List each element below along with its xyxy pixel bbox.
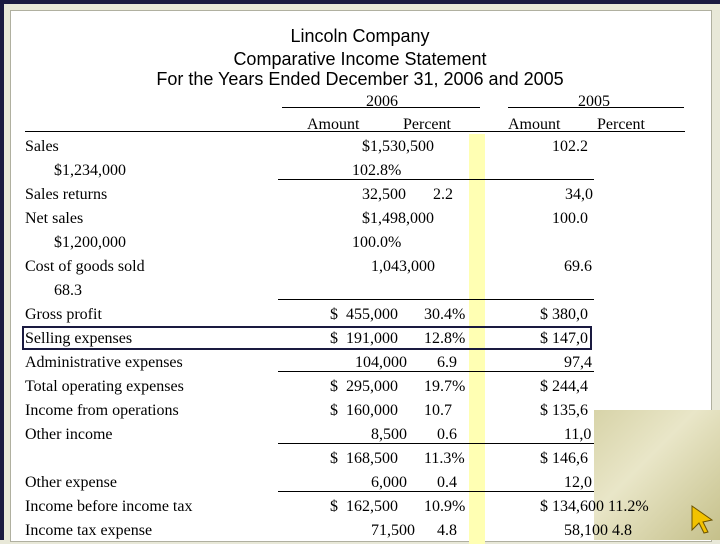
- other-expense-amount-2006: 6,000: [371, 474, 407, 491]
- subtotal-amount-2006: $ 168,500: [330, 450, 398, 467]
- sales-returns-amount-2006: 32,500: [362, 186, 406, 203]
- other-expense-label: Other expense: [25, 474, 117, 491]
- amount-2006-header: Amount: [307, 116, 360, 133]
- year-2005-header: 2005: [578, 93, 610, 110]
- header-rule-2005: [508, 107, 684, 108]
- sales-percent-2006: 102.8%: [352, 162, 402, 179]
- admin-expenses-percent-2006: 6.9: [437, 354, 457, 371]
- header-underline: [25, 131, 685, 132]
- gross-profit-percent-2006: 30.4%: [424, 306, 466, 323]
- year-2006-header: 2006: [366, 93, 398, 110]
- admin-expenses-rule: [278, 371, 594, 372]
- sales-returns-percent-2006: 2.2: [433, 186, 453, 203]
- subtotal-amount-2005: $ 146,6: [540, 450, 588, 467]
- net-sales-amount-2005-detail: $1,200,000: [54, 234, 126, 251]
- selling-expenses-outline: [22, 326, 592, 350]
- income-before-tax-percent-2006: 10.9%: [424, 498, 466, 515]
- total-opex-label: Total operating expenses: [25, 378, 184, 395]
- percent-2005-header: Percent: [597, 116, 645, 133]
- other-income-label: Other income: [25, 426, 113, 443]
- selling-expenses-label: Selling expenses: [25, 330, 133, 347]
- statement-title: Comparative Income Statement: [233, 49, 487, 69]
- percent-column-highlight: [469, 134, 485, 544]
- income-tax-label: Income tax expense: [25, 522, 153, 539]
- cogs-amount-2006: 1,043,000: [371, 258, 435, 275]
- net-sales-percent-2006: 100.0%: [352, 234, 402, 251]
- cogs-rule: [278, 299, 594, 300]
- income-ops-percent-2006: 10.7: [424, 402, 452, 419]
- sales-label: Sales: [25, 138, 59, 155]
- selling-expenses-amount-2005: $ 147,0: [540, 330, 588, 347]
- other-income-percent-2006: 0.6: [437, 426, 457, 443]
- other-income-amount-2005: 11,0: [564, 426, 592, 443]
- income-ops-label: Income from operations: [25, 402, 179, 419]
- percent-2006-header: Percent: [403, 116, 451, 133]
- total-opex-amount-2006: $ 295,000: [330, 378, 398, 395]
- net-sales-amount-2005: 100.0: [552, 210, 588, 227]
- selling-expenses-percent-2006: 12.8%: [424, 330, 466, 347]
- sales-percent-2005: 102.2: [552, 138, 588, 155]
- gross-profit-label: Gross profit: [25, 306, 102, 323]
- income-ops-amount-2006: $ 160,000: [330, 402, 398, 419]
- sales-returns-label: Sales returns: [25, 186, 108, 203]
- other-income-rule: [278, 443, 594, 444]
- admin-expenses-amount-2005: 97,4: [564, 354, 592, 371]
- selling-expenses-amount-2006: $ 191,000: [330, 330, 398, 347]
- income-ops-amount-2005: $ 135,6: [540, 402, 588, 419]
- income-tax-amount-2006: 71,500: [371, 522, 415, 539]
- sales-rule: [278, 179, 594, 180]
- income-tax-amount-2005: 58,100 4.8: [564, 522, 632, 539]
- sales-amount-2005-detail: $1,234,000: [54, 162, 126, 179]
- subtotal-percent-2006: 11.3%: [424, 450, 465, 467]
- income-before-tax-amount-2005: $ 134,600 11.2%: [540, 498, 649, 515]
- total-opex-percent-2006: 19.7%: [424, 378, 466, 395]
- total-opex-amount-2005: $ 244,4: [540, 378, 588, 395]
- other-income-amount-2006: 8,500: [371, 426, 407, 443]
- gross-profit-amount-2006: $ 455,000: [330, 306, 398, 323]
- company-title: Lincoln Company: [290, 26, 430, 46]
- other-expense-percent-2006: 0.4: [437, 474, 457, 491]
- cogs-amount-2005: 69.6: [564, 258, 592, 275]
- sales-returns-amount-2005: 34,0: [565, 186, 593, 203]
- income-before-tax-label: Income before income tax: [25, 498, 193, 515]
- income-tax-percent-2006: 4.8: [437, 522, 457, 539]
- income-before-tax-amount-2006: $ 162,500: [330, 498, 398, 515]
- period-title: For the Years Ended December 31, 2006 an…: [156, 69, 564, 89]
- cogs-percent-2005-detail: 68.3: [54, 282, 82, 299]
- net-sales-amount-2006: $1,498,000: [362, 210, 434, 227]
- cogs-label: Cost of goods sold: [25, 258, 145, 275]
- gross-profit-amount-2005: $ 380,0: [540, 306, 588, 323]
- sales-amount-2006: $1,530,500: [362, 138, 434, 155]
- admin-expenses-label: Administrative expenses: [25, 354, 183, 371]
- admin-expenses-amount-2006: 104,000: [355, 354, 407, 371]
- amount-2005-header: Amount: [508, 116, 561, 133]
- header-rule-2006: [282, 107, 480, 108]
- arrow-cursor-icon: [691, 505, 714, 534]
- other-expense-amount-2005: 12,0: [564, 474, 592, 491]
- net-sales-label: Net sales: [25, 210, 84, 227]
- other-expense-rule: [278, 491, 594, 492]
